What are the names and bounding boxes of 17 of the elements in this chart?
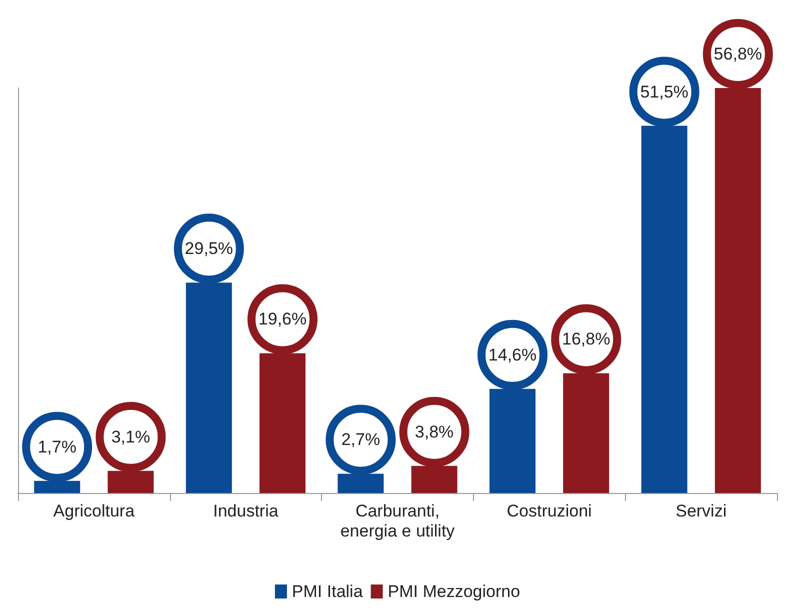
- data-label: 3,1%: [111, 427, 150, 446]
- data-label: 3,8%: [414, 422, 454, 442]
- x-tick-label: Servizi: [676, 502, 727, 520]
- data-label: 51,5%: [640, 82, 688, 102]
- data-label: 14,6%: [488, 345, 537, 364]
- data-label: 2,7%: [341, 430, 380, 450]
- x-tick-label: Agricoltura: [53, 502, 136, 520]
- x-tick-label: Costruzioni: [506, 502, 592, 520]
- data-label: 56,8%: [714, 44, 762, 64]
- legend-label: PMI Italia: [292, 582, 364, 601]
- x-tick-label: Carburanti, energia e utility: [340, 502, 456, 540]
- data-label: 16,8%: [562, 330, 610, 349]
- data-label: 29,5%: [184, 239, 233, 258]
- legend-label: PMI Mezzogiorno: [388, 582, 520, 601]
- data-label: 1,7%: [38, 437, 76, 456]
- data-label: 19,6%: [258, 310, 307, 329]
- x-tick-label: Industria: [213, 502, 279, 520]
